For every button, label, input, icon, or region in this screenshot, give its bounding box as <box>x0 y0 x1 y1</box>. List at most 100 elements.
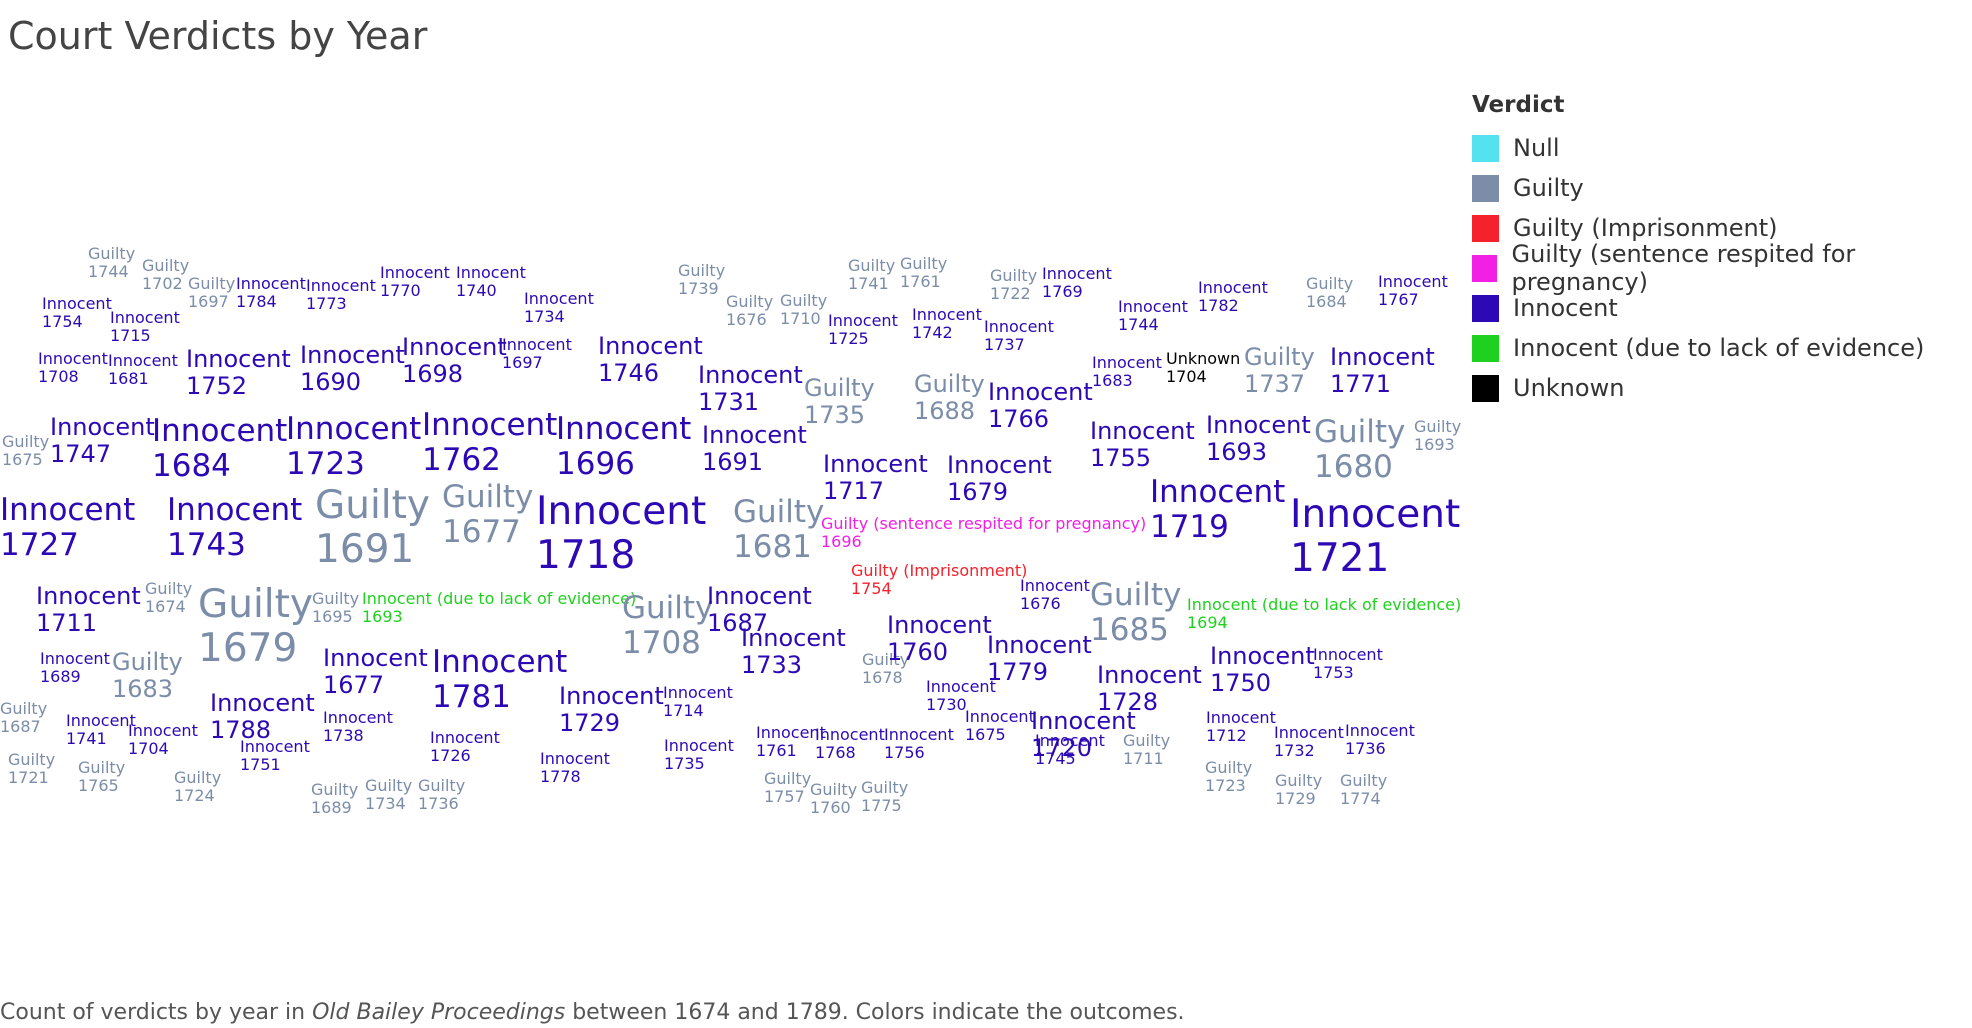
word-year: 1755 <box>1090 443 1152 472</box>
word-verdict: Innocent <box>823 450 928 478</box>
legend-item-innocent[interactable]: Innocent <box>1472 288 1972 328</box>
word-verdict: Innocent <box>1150 474 1286 510</box>
word-verdict: Guilty (sentence respited for pregnancy) <box>821 514 1147 533</box>
legend-item-guilty-pregnancy[interactable]: Guilty (sentence respited for pregnancy) <box>1472 240 1972 296</box>
word-year: 1721 <box>8 767 49 787</box>
word-year: 1675 <box>965 724 1006 744</box>
word-verdict: Innocent <box>456 263 526 282</box>
word-innocent-1718: Innocent 1718 <box>536 490 706 577</box>
word-year: 1718 <box>536 532 636 578</box>
word-innocent-1760: Innocent 1760 <box>887 612 992 666</box>
word-innocent-1675: Innocent 1675 <box>965 708 1035 744</box>
word-year: 1743 <box>167 526 246 563</box>
word-innocent-1733: Innocent 1733 <box>741 625 846 679</box>
word-innocent-1736: Innocent 1736 <box>1345 722 1415 758</box>
legend-item-unknown[interactable]: Unknown <box>1472 368 1972 408</box>
word-guilty-1761: Guilty 1761 <box>900 255 947 291</box>
word-innocent-1723: Innocent 1723 <box>286 412 421 481</box>
word-verdict: Guilty <box>365 776 413 795</box>
legend-item-guilty[interactable]: Guilty <box>1472 168 1972 208</box>
word-innocent-1727: Innocent 1727 <box>0 493 135 562</box>
word-verdict: Innocent <box>559 682 664 710</box>
word-year: 1747 <box>50 439 112 468</box>
word-verdict: Innocent <box>1378 272 1448 291</box>
word-verdict: Innocent <box>1198 278 1268 297</box>
legend-swatch <box>1472 294 1499 322</box>
word-verdict: Innocent <box>422 407 558 443</box>
word-verdict: Innocent <box>1118 297 1188 316</box>
word-innocent-1782: Innocent 1782 <box>1198 279 1268 315</box>
word-year: 1696 <box>556 445 635 482</box>
word-year: 1742 <box>912 322 953 342</box>
word-guilty-1680: Guilty 1680 <box>1314 415 1405 484</box>
word-year: 1788 <box>210 715 272 744</box>
word-innocent-1788: Innocent 1788 <box>210 690 315 744</box>
word-verdict: Innocent <box>926 677 996 696</box>
word-guilty-sentence-respited-for-pregnancy-1696: Guilty (sentence respited for pregnancy)… <box>821 515 1146 551</box>
word-guilty-1676: Guilty 1676 <box>726 293 773 329</box>
word-verdict: Guilty <box>678 261 726 280</box>
word-year: 1704 <box>1166 366 1207 386</box>
word-year: 1723 <box>1205 775 1246 795</box>
legend-item-innocent-lack-of-evidence[interactable]: Innocent (due to lack of evidence) <box>1472 328 1972 368</box>
word-year: 1752 <box>186 371 248 400</box>
word-innocent-1693: Innocent 1693 <box>1206 412 1311 466</box>
word-guilty-1736: Guilty 1736 <box>418 777 465 813</box>
word-year: 1684 <box>152 447 231 484</box>
word-innocent-1677: Innocent 1677 <box>323 645 428 699</box>
word-innocent-1752: Innocent 1752 <box>186 346 291 400</box>
word-verdict: Innocent <box>402 333 507 361</box>
word-verdict: Innocent <box>38 349 108 368</box>
word-innocent-1746: Innocent 1746 <box>598 333 703 387</box>
word-verdict: Innocent <box>66 711 136 730</box>
word-innocent-1735: Innocent 1735 <box>664 737 734 773</box>
word-year: 1744 <box>88 261 129 281</box>
word-year: 1757 <box>764 786 805 806</box>
word-verdict: Innocent <box>236 274 306 293</box>
word-guilty-1774: Guilty 1774 <box>1340 772 1387 808</box>
word-verdict: Guilty <box>726 292 774 311</box>
word-verdict: Innocent <box>536 489 707 534</box>
word-innocent-1754: Innocent 1754 <box>42 295 112 331</box>
word-guilty-1708: Guilty 1708 <box>622 591 713 660</box>
word-year: 1712 <box>1206 725 1247 745</box>
word-verdict: Guilty <box>1340 771 1388 790</box>
word-year: 1751 <box>240 754 281 774</box>
word-innocent-1751: Innocent 1751 <box>240 738 310 774</box>
word-innocent-1687: Innocent 1687 <box>707 583 812 637</box>
legend-item-null[interactable]: Null <box>1472 128 1972 168</box>
word-year: 1770 <box>380 280 421 300</box>
word-verdict: Guilty <box>804 374 875 402</box>
word-year: 1766 <box>988 404 1050 433</box>
legend-swatch <box>1472 254 1498 282</box>
word-verdict: Innocent <box>323 644 428 672</box>
word-verdict: Innocent <box>167 492 303 528</box>
legend-label: Innocent <box>1513 294 1618 322</box>
word-year: 1685 <box>1090 611 1169 648</box>
word-verdict: Innocent <box>1345 721 1415 740</box>
word-innocent-1762: Innocent 1762 <box>422 408 557 477</box>
word-year: 1679 <box>198 625 298 671</box>
caption-text: Count of verdicts by year in <box>0 1000 313 1025</box>
word-guilty-1674: Guilty 1674 <box>145 580 192 616</box>
word-verdict: Innocent <box>1092 353 1162 372</box>
word-guilty-1687: Guilty 1687 <box>0 700 47 736</box>
legend-item-guilty-imprisonment[interactable]: Guilty (Imprisonment) <box>1472 208 1972 248</box>
word-year: 1732 <box>1274 740 1315 760</box>
word-year: 1724 <box>174 785 215 805</box>
word-guilty-1757: Guilty 1757 <box>764 770 811 806</box>
word-guilty-1775: Guilty 1775 <box>861 779 908 815</box>
word-verdict: Innocent <box>663 683 733 702</box>
word-innocent-1697: Innocent 1697 <box>502 336 572 372</box>
word-guilty-1734: Guilty 1734 <box>365 777 412 813</box>
word-innocent-1698: Innocent 1698 <box>402 334 507 388</box>
word-year: 1733 <box>741 650 803 679</box>
word-year: 1737 <box>1244 369 1306 398</box>
word-verdict: Guilty <box>8 750 56 769</box>
word-verdict: Innocent <box>1035 731 1105 750</box>
word-verdict: Guilty <box>1314 414 1406 450</box>
word-verdict: Innocent <box>741 624 846 652</box>
word-innocent-1679: Innocent 1679 <box>947 452 1052 506</box>
word-guilty-1683: Guilty 1683 <box>112 649 183 703</box>
word-verdict: Innocent <box>828 311 898 330</box>
